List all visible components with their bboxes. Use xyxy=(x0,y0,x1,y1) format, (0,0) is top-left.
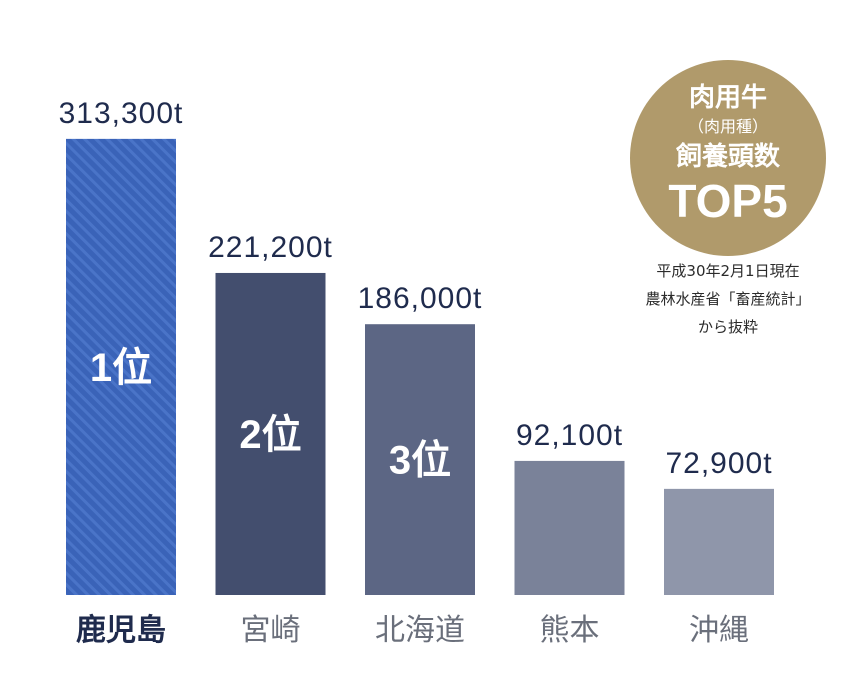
source-line-2: 農林水産省「畜産統計」 xyxy=(645,290,810,308)
source-line-1: 平成30年2月1日現在 xyxy=(656,262,799,280)
badge-heading: 飼養頭数 xyxy=(676,141,781,172)
value-label-4: 92,100t xyxy=(516,419,623,452)
bar-3 xyxy=(365,324,475,595)
rank-label-2: 2位 xyxy=(239,413,301,457)
rank-label-1: 1位 xyxy=(90,346,152,390)
badge-circle xyxy=(630,60,826,256)
top5-badge: 肉用牛 （肉用種） 飼養頭数 TOP5 xyxy=(630,60,826,256)
bar-1 xyxy=(66,138,176,595)
badge-title: 肉用牛 xyxy=(689,83,767,113)
bar-2 xyxy=(215,272,326,595)
bar-5 xyxy=(664,488,774,595)
category-label-3: 北海道 xyxy=(375,613,465,648)
bars-group xyxy=(66,138,774,595)
rank-label-3: 3位 xyxy=(389,439,451,483)
category-label-4: 熊本 xyxy=(540,613,600,648)
source-note: 平成30年2月1日現在 農林水産省「畜産統計」 から抜粋 xyxy=(645,262,810,336)
badge-top5: TOP5 xyxy=(668,175,787,227)
value-label-5: 72,900t xyxy=(665,447,772,480)
category-label-5: 沖縄 xyxy=(689,613,749,648)
value-label-2: 221,200t xyxy=(208,231,333,264)
category-label-2: 宮崎 xyxy=(241,613,301,648)
bar-4 xyxy=(514,460,625,595)
badge-subtitle: （肉用種） xyxy=(688,117,768,136)
source-line-3: から抜粋 xyxy=(698,318,758,336)
category-label-1: 鹿児島 xyxy=(76,613,166,648)
value-label-1: 313,300t xyxy=(59,97,184,130)
value-label-3: 186,000t xyxy=(358,282,483,315)
